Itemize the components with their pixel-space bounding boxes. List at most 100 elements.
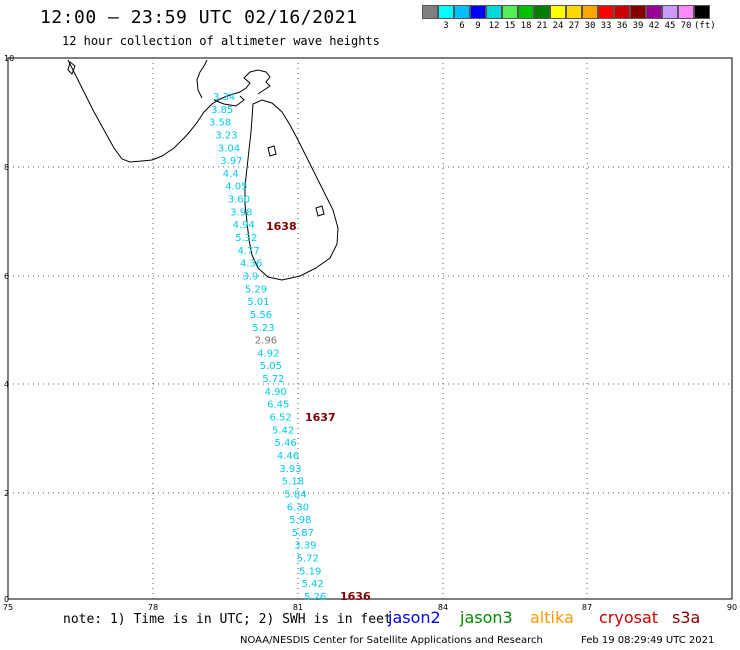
india-coastline [67, 59, 271, 163]
track-time-label: 1637 [305, 411, 336, 424]
legend-label: 24 [552, 21, 564, 31]
wave-height-label: 3.93 [279, 464, 301, 475]
longitude-label: 84 [438, 603, 448, 612]
latitude-labels: 10 8 6 4 2 0 [4, 54, 14, 604]
legend-label: 6 [459, 21, 465, 31]
legend-swatch [582, 5, 598, 19]
wave-height-label: 4.36 [240, 259, 262, 270]
credit-line: NOAA/NESDIS Center for Satellite Applica… [240, 635, 543, 646]
gulf-coast-detail [213, 95, 245, 107]
legend-label: (ft) [694, 21, 716, 31]
latitude-label: 4 [4, 380, 9, 389]
legend-swatch [486, 5, 502, 19]
wave-height-label: 5.46 [275, 438, 297, 449]
legend-swatch [518, 5, 534, 19]
wave-height-label: 4.77 [238, 246, 260, 257]
wave-height-label: 4.4 [223, 169, 239, 180]
longitude-labels: 75 78 81 84 87 90 [3, 603, 737, 612]
wave-height-label: 3.39 [294, 541, 316, 552]
legend-swatch [422, 5, 438, 19]
coast-islet-mid [315, 205, 325, 217]
wave-height-label: 4.05 [225, 182, 247, 193]
longitude-label: 78 [148, 603, 158, 612]
wave-height-label: 3.04 [218, 143, 240, 154]
legend-swatch [678, 5, 694, 19]
satellite-jason3: jason3 [460, 608, 513, 627]
wave-height-label: 3.58 [209, 118, 231, 129]
legend-swatch [566, 5, 582, 19]
wave-height-label: 6.52 [270, 413, 292, 424]
longitude-label: 75 [3, 603, 13, 612]
satellite-s3a: s3a [672, 608, 701, 627]
legend-label: 70 [680, 21, 692, 31]
legend-swatch [614, 5, 630, 19]
generated-timestamp: Feb 19 08:29:49 UTC 2021 [581, 635, 715, 646]
wave-height-label: 5.05 [260, 361, 282, 372]
wave-height-label: 5.26 [304, 592, 326, 603]
wave-height-label: 4.92 [257, 348, 279, 359]
latitude-label: 2 [4, 489, 9, 498]
wave-height-label: 3.98 [230, 207, 252, 218]
wave-height-label: 5.42 [272, 425, 294, 436]
sri-lanka-coastline [244, 99, 339, 281]
legend-swatch [662, 5, 678, 19]
legend-label: 3 [443, 21, 449, 31]
legend-label: 39 [632, 21, 644, 31]
satellite-altika: altika [530, 608, 574, 627]
legend-label: 12 [488, 21, 500, 31]
legend-swatch [646, 5, 662, 19]
legend-label: 33 [600, 21, 612, 31]
longitude-label: 90 [727, 603, 737, 612]
legend-label: 9 [475, 21, 481, 31]
wave-height-label: 5.29 [245, 284, 267, 295]
wave-height-label: 3.23 [215, 131, 237, 142]
legend-label: 27 [568, 21, 580, 31]
legend-swatch [454, 5, 470, 19]
map-subtitle: 12 hour collection of altimeter wave hei… [62, 34, 380, 48]
wave-height-label: 4.46 [277, 451, 299, 462]
legend-swatch [694, 5, 710, 19]
wave-height-label: 3.97 [220, 156, 242, 167]
wave-height-label: 3.60 [228, 195, 250, 206]
track-time-label: 1638 [266, 220, 297, 233]
satellite-cryosat: cryosat [599, 608, 659, 627]
wave-height-label: 5.18 [282, 477, 304, 488]
graticule [8, 58, 732, 599]
wave-height-label: 5.23 [252, 323, 274, 334]
legend-swatch [598, 5, 614, 19]
latitude-label: 8 [4, 163, 9, 172]
legend-swatch [534, 5, 550, 19]
legend-swatch [470, 5, 486, 19]
longitude-label: 87 [582, 603, 592, 612]
latitude-label: 0 [4, 595, 9, 604]
latitude-label: 10 [4, 54, 14, 63]
wave-height-label: 5.87 [292, 528, 314, 539]
wave-height-label: 5.01 [247, 297, 269, 308]
legend-swatch-row [422, 5, 710, 19]
wave-height-label: 5.56 [250, 310, 272, 321]
india-coast-islet [67, 61, 76, 75]
legend-label: 21 [536, 21, 548, 31]
coast-islet-east [267, 145, 277, 157]
wave-height-label: 5.19 [299, 566, 321, 577]
wave-height-label: 5.84 [284, 489, 306, 500]
track-time-label: 1636 [340, 590, 371, 603]
wave-height-label: 3.9 [243, 272, 259, 283]
legend-label: 18 [520, 21, 532, 31]
legend-swatch [630, 5, 646, 19]
wave-height-label: 5.98 [289, 515, 311, 526]
wave-height-label: 5.72 [297, 554, 319, 565]
wave-height-label: 5.32 [235, 233, 257, 244]
map-frame [7, 57, 733, 600]
legend-label: 36 [616, 21, 628, 31]
latitude-label: 6 [4, 272, 9, 281]
satellite-jason2: jason2 [388, 608, 441, 627]
legend-label: 42 [648, 21, 660, 31]
color-legend: 3 6 9 12 15 18 21 24 27 30 33 36 39 42 45 70 (ft) [422, 5, 716, 31]
map-title: 12:00 – 23:59 UTC 02/16/2021 [40, 7, 358, 28]
track-time-labels: 1638 1637 1636 [266, 220, 371, 603]
wave-height-label: 6.30 [287, 502, 309, 513]
legend-label: 30 [584, 21, 596, 31]
wave-height-label: 5.72 [262, 374, 284, 385]
